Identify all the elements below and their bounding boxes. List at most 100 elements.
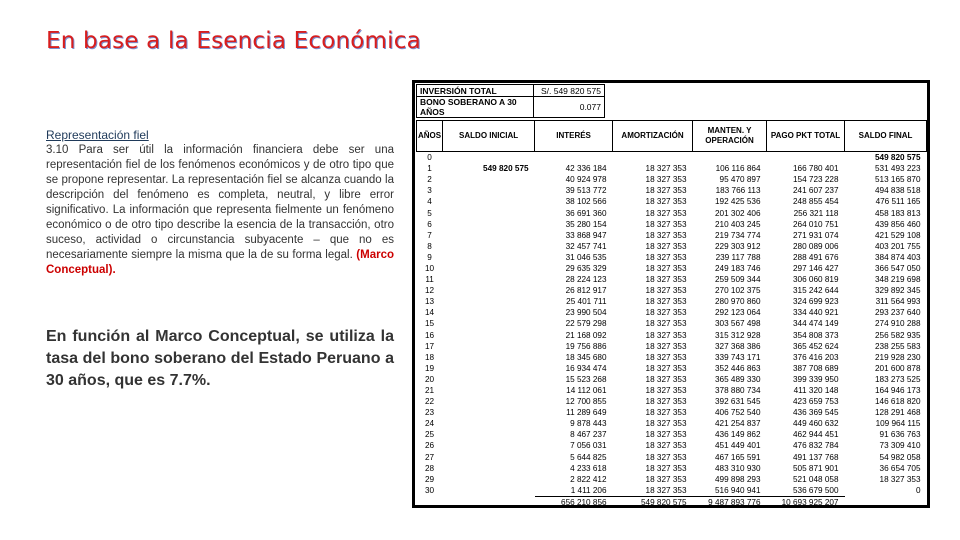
table-row: 8 32 457 741 18 327 353 229 303 912 280 089 … [417,241,927,252]
table-cell: 5 [427,208,432,218]
table-cell: 18 327 353 [645,230,687,240]
table-cell [443,463,535,474]
table-cell: 411 320 148 [793,386,839,396]
table-cell [443,407,535,418]
table-cell: 201 302 406 [714,208,761,218]
table-cell: 238 255 583 [874,341,921,351]
table-cell [443,285,535,296]
table-cell: 18 327 353 [645,363,687,373]
table-cell: 11 [425,275,434,285]
investment-summary: INVERSIÓN TOTAL S/. 549 820 575 BONO SOBE… [416,84,605,118]
table-cell: 15 [425,319,435,329]
table-cell: 164 946 173 [874,386,921,396]
definition-reference: (Marco Conceptual). [46,249,394,276]
definition-paragraph: 3.10 Para ser útil la información financ… [46,143,394,278]
table-cell: 26 [425,441,435,451]
table-cell: 8 467 237 [570,430,607,440]
table-cell: 324 699 923 [792,297,839,307]
total-cell: 656 210 856 [534,495,613,508]
table-cell: 315 312 928 [714,330,761,340]
table-cell: 18 327 353 [645,241,687,251]
table-row: 0 549 820 575 [417,152,927,164]
column-header: SALDO INICIAL [442,120,536,152]
table-row: 7 33 868 947 18 327 353 219 734 774 271 931 … [417,230,927,241]
table-cell: 293 237 640 [874,308,921,318]
table-row: 9 31 046 535 18 327 353 239 117 788 288 491 … [417,252,927,263]
table-cell [443,152,535,164]
table-cell [443,185,535,196]
table-cell: 18 327 353 [645,219,687,229]
table-cell: 327 368 386 [714,341,761,351]
table-cell: 35 280 154 [565,219,607,229]
table-row: 10 29 635 329 18 327 353 249 183 746 297 146… [417,263,927,274]
table-cell: 7 [427,230,432,240]
table-cell: 436 149 862 [714,430,761,440]
table-cell: 329 892 345 [874,286,921,296]
table-cell: 95 470 897 [719,175,761,185]
table-cell [443,452,535,463]
table-cell: 25 [425,430,435,440]
table-cell: 3 [427,186,432,196]
table-row: 25 8 467 237 18 327 353 436 149 862 462 944 … [417,429,927,440]
table-cell: 22 [425,397,435,407]
table-cell: 21 168 092 [565,330,607,340]
total-cell: 9 487 893 776 [692,495,767,508]
table-cell: 2 [427,175,432,185]
table-cell: 16 [425,330,435,340]
column-header: AÑOS [415,120,444,152]
table-row: 20 15 523 268 18 327 353 365 489 330 399 339… [417,374,927,385]
table-cell: 483 310 930 [714,463,761,473]
table-cell: 249 183 746 [714,263,761,273]
table-cell: 348 219 698 [874,275,921,285]
table-row: 11 28 224 123 18 327 353 259 509 344 306 060… [417,274,927,285]
table-cell: 146 618 820 [874,397,921,407]
table-cell: 311 564 993 [875,297,921,307]
table-cell [535,152,613,164]
table-cell: 73 309 410 [879,441,921,451]
total-cell: 10 693 925 207 [766,495,845,508]
table-cell: 239 117 788 [715,252,761,262]
table-cell: 18 327 353 [879,474,921,484]
table-cell: 18 327 353 [645,397,687,407]
table-cell: 54 982 058 [879,452,921,462]
table-cell: 30 [425,486,435,496]
table-cell: 339 743 171 [714,352,761,362]
table-cell: 421 529 108 [874,230,921,240]
table-cell [443,307,535,318]
table-cell: 18 327 353 [645,441,687,451]
table-row: 24 9 878 443 18 327 353 421 254 837 449 460 … [417,418,927,429]
table-row: 23 11 289 649 18 327 353 406 752 540 436 369… [417,407,927,418]
table-cell: 229 303 912 [714,241,761,251]
table-cell: 303 567 498 [714,319,761,329]
table-cell: 384 874 403 [874,252,921,262]
table-cell: 14 [425,308,435,318]
table-cell: 4 233 618 [570,463,607,473]
table-cell: 210 403 245 [714,219,761,229]
table-cell: 219 928 230 [874,352,921,362]
table-cell: 201 600 878 [874,363,921,373]
table-row: 13 25 401 711 18 327 353 280 970 860 324 699… [417,296,927,307]
table-cell: 12 700 855 [565,397,607,407]
table-cell [443,196,535,207]
table-cell: 365 489 330 [714,374,761,384]
table-row: 29 2 822 412 18 327 353 499 898 293 521 048 … [417,474,927,485]
table-cell [443,352,535,363]
table-cell: 288 491 676 [792,252,839,262]
table-cell: 399 339 950 [792,374,839,384]
table-cell: 18 327 353 [645,463,687,473]
table-cell: 256 321 118 [793,208,839,218]
table-cell: 23 [425,408,435,418]
column-header: SALDO FINAL [844,120,927,152]
table-row: 4 38 102 566 18 327 353 192 425 536 248 855 … [417,196,927,207]
table-row: 18 18 345 680 18 327 353 339 743 171 376 416… [417,352,927,363]
conclusion-text: En función al Marco Conceptual, se utili… [46,328,394,389]
table-cell [443,363,535,374]
table-cell: 40 924 978 [565,175,607,185]
table-cell: 344 474 149 [792,319,839,329]
table-cell: 128 291 468 [874,408,921,418]
table-cell: 18 345 680 [565,352,607,362]
table-cell [443,418,535,429]
table-cell: 270 102 375 [714,286,761,296]
table-cell: 18 327 353 [645,386,687,396]
table-cell: 18 327 353 [645,408,687,418]
